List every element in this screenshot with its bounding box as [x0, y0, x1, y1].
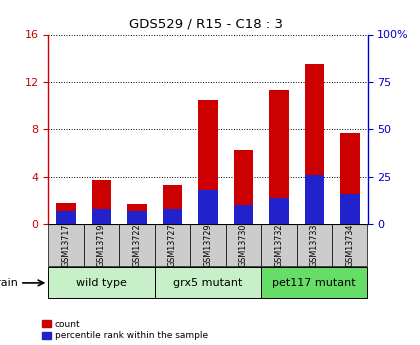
- Bar: [48, 224, 84, 266]
- Bar: [56, 203, 76, 224]
- Text: GSM13719: GSM13719: [97, 223, 106, 267]
- Bar: [48, 267, 155, 298]
- Bar: [226, 224, 261, 266]
- Text: GSM13732: GSM13732: [274, 223, 284, 267]
- Bar: [198, 100, 218, 224]
- Text: pet117 mutant: pet117 mutant: [273, 278, 356, 288]
- Bar: [340, 194, 360, 224]
- Bar: [234, 205, 253, 224]
- Bar: [304, 175, 324, 224]
- Bar: [269, 90, 289, 224]
- Bar: [155, 224, 190, 266]
- Text: GSM13733: GSM13733: [310, 223, 319, 267]
- Bar: [198, 190, 218, 224]
- Bar: [56, 211, 76, 224]
- Bar: [340, 133, 360, 224]
- Bar: [234, 149, 253, 224]
- Text: GSM13717: GSM13717: [62, 223, 71, 267]
- Bar: [304, 64, 324, 224]
- Bar: [163, 185, 182, 224]
- Bar: [190, 224, 226, 266]
- Text: GSM13734: GSM13734: [345, 223, 354, 267]
- Text: GDS529 / R15 - C18 : 3: GDS529 / R15 - C18 : 3: [129, 17, 283, 30]
- Bar: [155, 267, 261, 298]
- Bar: [127, 204, 147, 224]
- Text: GSM13722: GSM13722: [132, 223, 142, 267]
- Bar: [119, 224, 155, 266]
- Bar: [261, 224, 297, 266]
- Text: GSM13729: GSM13729: [203, 223, 213, 267]
- Bar: [127, 211, 147, 224]
- Bar: [297, 224, 332, 266]
- Bar: [92, 180, 111, 224]
- Bar: [332, 224, 368, 266]
- Bar: [92, 209, 111, 224]
- Bar: [269, 198, 289, 224]
- Legend: count, percentile rank within the sample: count, percentile rank within the sample: [42, 320, 208, 341]
- Text: wild type: wild type: [76, 278, 127, 288]
- Text: GSM13727: GSM13727: [168, 223, 177, 267]
- Bar: [163, 209, 182, 224]
- Bar: [261, 267, 368, 298]
- Text: grx5 mutant: grx5 mutant: [173, 278, 243, 288]
- Bar: [84, 224, 119, 266]
- Text: GSM13730: GSM13730: [239, 223, 248, 267]
- Text: strain: strain: [0, 278, 18, 288]
